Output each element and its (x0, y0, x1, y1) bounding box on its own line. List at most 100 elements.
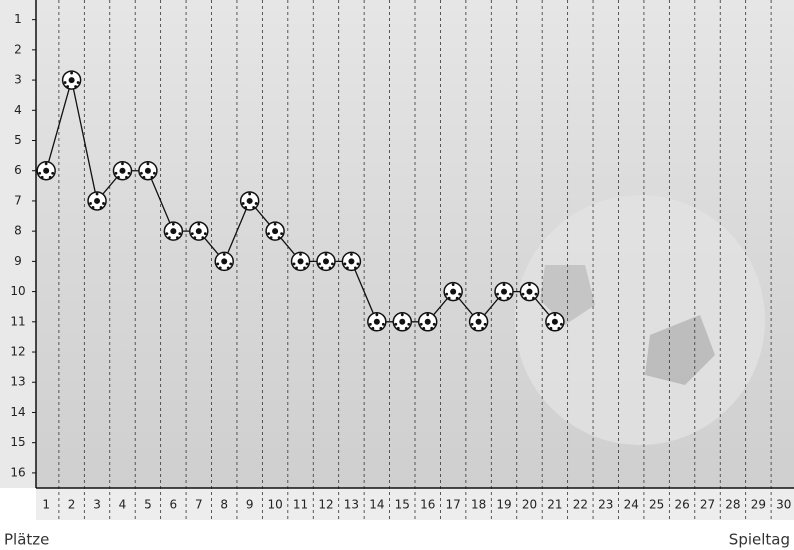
ball-patch (557, 326, 561, 330)
ball-patch (146, 162, 150, 166)
ball-patch (252, 206, 256, 209)
ball-marker (290, 251, 311, 272)
ball-patch (171, 222, 175, 226)
y-tick-label: 9 (14, 254, 22, 268)
ball-marker (392, 312, 413, 332)
ball-patch (197, 222, 201, 226)
ball-patch (117, 175, 120, 179)
ball-patch (150, 175, 154, 179)
ball-patch (381, 322, 385, 326)
y-axis-band (0, 0, 36, 488)
ball-marker (545, 312, 565, 332)
ball-patch (193, 236, 197, 240)
x-tick-label: 20 (522, 498, 537, 512)
ball-patch (44, 162, 48, 166)
ball-patch (350, 252, 353, 256)
ball-decoration (645, 315, 715, 385)
ball-patch (375, 313, 379, 317)
ball-patch (553, 313, 557, 317)
ball-patch (481, 326, 484, 330)
ball-patch (269, 236, 273, 240)
ball-marker (112, 160, 133, 181)
ball-patch (470, 322, 474, 326)
ball-patch (498, 296, 502, 300)
ball-patch (102, 202, 105, 205)
x-tick-label: 30 (776, 498, 791, 512)
x-tick-label: 18 (471, 498, 486, 512)
ball-patch (324, 252, 328, 256)
ball-patch (248, 192, 252, 196)
ball-patch (356, 262, 360, 266)
ball-patch (68, 77, 75, 84)
y-tick-label: 1 (14, 12, 22, 26)
ball-patch (76, 81, 80, 84)
ball-patch (43, 167, 50, 174)
ball-patch (424, 318, 431, 325)
ball-patch (502, 283, 506, 286)
ball-patch (280, 232, 284, 236)
ball-marker (316, 251, 336, 272)
ball-patch (246, 197, 253, 204)
ball-patch (267, 232, 271, 236)
y-tick-label: 5 (14, 133, 22, 147)
ball-patch (303, 266, 306, 270)
ball-patch (343, 262, 347, 266)
ball-patch (190, 232, 194, 236)
ball-patch (222, 252, 226, 256)
ball-marker (468, 312, 489, 332)
ball-patch (277, 236, 281, 240)
ball-patch (501, 288, 508, 295)
ball-patch (320, 266, 324, 270)
ball-patch (254, 202, 258, 205)
ball-patch (175, 236, 179, 240)
ball-patch (379, 326, 383, 330)
ball-patch (559, 322, 563, 326)
ball-patch (404, 326, 408, 330)
x-tick-label: 23 (598, 498, 613, 512)
x-tick-label: 28 (725, 498, 740, 512)
ball-patch (546, 322, 550, 326)
y-tick-label: 3 (14, 73, 22, 87)
ball-patch (119, 167, 126, 174)
x-tick-label: 19 (496, 498, 511, 512)
ball-patch (178, 232, 182, 236)
ball-patch (521, 292, 525, 296)
ball-patch (170, 228, 177, 235)
ball-patch (74, 85, 78, 88)
ball-marker (417, 312, 438, 332)
y-axis-title: Plätze (4, 531, 49, 549)
x-tick-label: 7 (195, 498, 203, 512)
ball-patch (458, 292, 462, 296)
ball-patch (305, 262, 309, 266)
x-tick-label: 5 (144, 498, 152, 512)
ball-patch (153, 171, 156, 175)
ball-patch (95, 192, 99, 196)
x-tick-label: 16 (420, 498, 435, 512)
ball-patch (299, 252, 302, 256)
ball-patch (450, 288, 457, 295)
x-tick-label: 11 (293, 498, 308, 512)
ball-patch (318, 262, 321, 266)
ball-patch (396, 326, 400, 330)
ball-patch (407, 322, 411, 326)
ball-marker (239, 191, 260, 211)
ball-marker (36, 160, 56, 181)
ball-marker (341, 251, 362, 272)
y-tick-label: 15 (10, 435, 25, 449)
ball-patch (534, 292, 538, 296)
ball-patch (399, 318, 406, 325)
ball-patch (331, 262, 334, 266)
y-tick-label: 14 (10, 405, 25, 419)
x-tick-label: 15 (395, 498, 410, 512)
x-tick-label: 27 (700, 498, 715, 512)
ball-patch (295, 266, 298, 270)
ball-patch (99, 206, 103, 209)
ball-patch (203, 232, 207, 236)
ball-patch (218, 266, 222, 270)
ball-patch (241, 202, 245, 205)
ball-patch (272, 228, 279, 235)
ball-patch (400, 313, 404, 317)
ball-patch (394, 322, 398, 326)
ball-patch (121, 162, 124, 166)
